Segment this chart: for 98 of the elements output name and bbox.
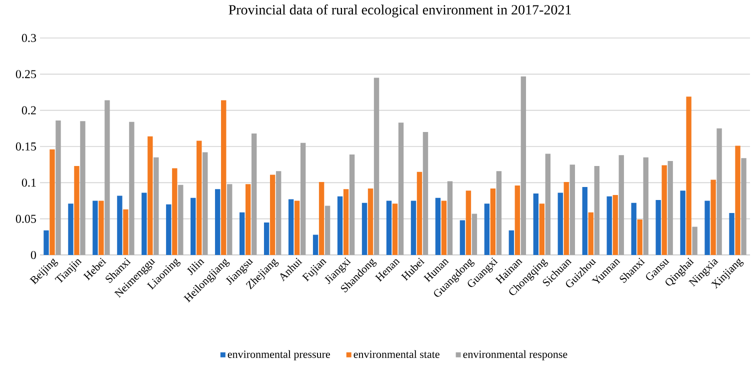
bar <box>270 174 276 255</box>
y-tick-label: 0.25 <box>16 70 36 78</box>
bar <box>50 149 55 255</box>
bar <box>539 204 545 255</box>
bar <box>117 196 122 255</box>
bar <box>240 212 245 255</box>
bar <box>349 154 355 255</box>
bar <box>215 189 220 255</box>
bar <box>594 166 600 255</box>
bar <box>324 206 330 255</box>
bar <box>178 184 184 255</box>
bar <box>264 222 270 255</box>
bar <box>735 146 740 255</box>
bar <box>588 212 594 255</box>
bar <box>227 184 232 255</box>
bar <box>80 121 86 255</box>
y-tick-label: 0.15 <box>16 142 36 151</box>
bar <box>508 230 514 255</box>
bar <box>246 184 251 255</box>
bar <box>662 165 667 255</box>
bar <box>154 157 159 255</box>
y-tick-label: 0 <box>30 250 36 260</box>
bar <box>92 200 98 255</box>
legend-label: environmental state <box>354 350 440 358</box>
bar <box>472 214 478 255</box>
bar <box>606 196 612 255</box>
bar <box>545 154 551 255</box>
bar <box>252 133 257 255</box>
bar <box>68 204 74 255</box>
bar <box>612 194 618 255</box>
bar <box>435 198 441 255</box>
bar <box>637 220 642 255</box>
bar <box>392 204 398 255</box>
bar <box>142 192 147 255</box>
bar <box>533 194 539 255</box>
chart-title: Provincial data of rural ecological environment in 2017-2021 <box>228 4 571 18</box>
bar <box>631 202 636 255</box>
bar <box>166 204 172 255</box>
bar <box>196 140 202 255</box>
bar <box>190 198 196 255</box>
bar <box>422 132 428 255</box>
y-tick-label: 0.05 <box>16 214 36 223</box>
bar <box>362 202 368 255</box>
bar <box>74 166 80 255</box>
bar <box>460 220 466 255</box>
bar <box>558 192 563 255</box>
bar <box>686 96 692 255</box>
bar <box>202 152 208 255</box>
legend-label: environmental response <box>463 350 568 360</box>
bar <box>447 181 453 255</box>
y-tick-label: 0.2 <box>22 106 36 114</box>
bar <box>288 199 294 255</box>
bar <box>680 190 686 255</box>
bar <box>148 136 153 255</box>
bar <box>618 155 624 255</box>
bar <box>123 209 128 255</box>
bar <box>741 158 746 255</box>
bar <box>466 190 472 255</box>
bar <box>98 200 104 255</box>
bar <box>343 189 349 255</box>
bar <box>564 182 569 255</box>
bar <box>104 100 110 255</box>
bar <box>374 78 380 255</box>
bar <box>484 204 490 255</box>
bar <box>692 226 698 255</box>
bar <box>582 187 588 255</box>
bar <box>300 142 306 255</box>
y-tick-label: 0.3 <box>22 34 36 42</box>
bar <box>410 200 416 255</box>
bar <box>416 172 422 255</box>
bar <box>496 171 502 255</box>
bar <box>729 213 734 255</box>
bar <box>656 200 661 255</box>
legend-label: environmental pressure <box>228 350 330 360</box>
bar <box>221 100 226 255</box>
bar <box>337 196 343 255</box>
bar <box>312 234 318 255</box>
bar <box>368 188 374 255</box>
bar <box>44 230 49 255</box>
bar <box>643 157 648 255</box>
bar <box>716 128 722 255</box>
bar <box>441 200 447 255</box>
bar <box>514 186 520 255</box>
bar <box>710 180 716 255</box>
bar <box>704 200 710 255</box>
bar <box>490 188 496 255</box>
y-tick-label: 0.1 <box>22 178 36 187</box>
bar <box>294 200 300 255</box>
bar <box>520 76 526 255</box>
bar <box>570 164 575 255</box>
bar <box>172 168 178 255</box>
bar <box>56 120 61 255</box>
bar <box>129 122 134 255</box>
bar <box>398 122 404 255</box>
bar <box>318 182 324 255</box>
bar <box>276 171 282 255</box>
bar <box>386 200 392 255</box>
bar <box>668 160 673 255</box>
